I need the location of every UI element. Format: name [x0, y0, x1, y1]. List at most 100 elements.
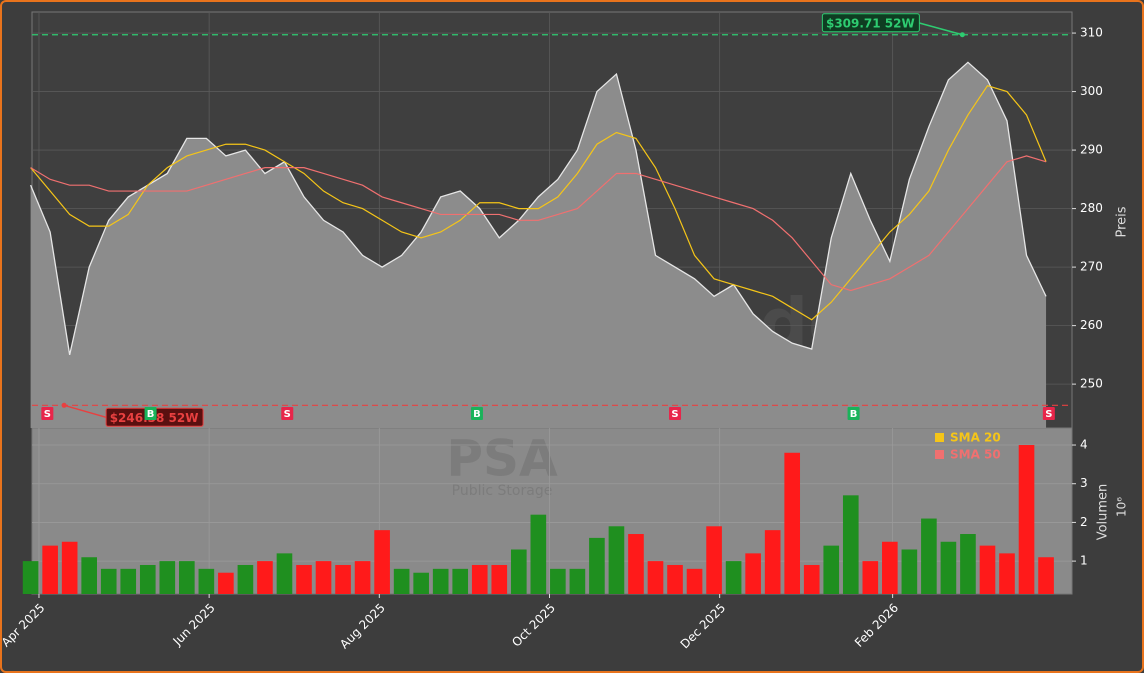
- volume-bar: [550, 568, 566, 594]
- volume-bar: [257, 561, 273, 594]
- y-tick-label: 290: [1080, 143, 1103, 157]
- volume-bar: [530, 514, 547, 594]
- volume-bar: [764, 530, 781, 594]
- signal-label: S: [671, 409, 678, 420]
- signal-label: B: [473, 409, 481, 420]
- volume-bar: [296, 564, 312, 594]
- volume-bar: [862, 561, 879, 594]
- y-tick-label: 270: [1080, 260, 1103, 274]
- y-tick-label: 260: [1080, 318, 1103, 332]
- legend-label: SMA 50: [950, 448, 1001, 462]
- price-area: [30, 62, 1047, 428]
- volume-bar: [647, 561, 664, 594]
- volume-bar: [452, 568, 469, 594]
- volume-bar: [335, 564, 351, 594]
- volume-bar: [491, 564, 508, 594]
- volume-bar: [159, 561, 176, 594]
- signal-marker: [669, 407, 682, 420]
- x-tick-label: Dec 2025: [678, 601, 729, 652]
- volume-bar: [901, 549, 918, 594]
- volume-bar: [432, 568, 449, 594]
- signal-marker: [144, 407, 157, 420]
- volume-bar: [1038, 557, 1054, 594]
- 52w-arrow: [63, 404, 107, 419]
- volume-bar: [120, 568, 137, 594]
- 52w-label-box: [821, 13, 920, 33]
- volume-bar: [61, 541, 78, 594]
- volume-bar: [979, 545, 996, 594]
- y2-tick-label: 3: [1080, 476, 1088, 490]
- volume-bar: [276, 553, 293, 594]
- legend-label: SMA 20: [950, 431, 1001, 445]
- sma-line: [30, 85, 1047, 321]
- volume-bar: [218, 572, 234, 594]
- volume-bar: [139, 564, 156, 594]
- volume-bar: [42, 545, 58, 594]
- volume-bar: [608, 526, 625, 594]
- watermark-name: Public Storage: [452, 483, 553, 499]
- x-tick-label: Oct 2025: [509, 601, 558, 650]
- volume-bar: [393, 568, 410, 594]
- signal-label: S: [1045, 409, 1052, 420]
- signal-marker: [470, 407, 483, 420]
- x-tick-label: Apr 2025: [0, 601, 48, 650]
- volume-bar: [1018, 445, 1035, 594]
- y2-axis-unit: 10⁶: [1115, 497, 1129, 517]
- y-tick-label: 300: [1080, 84, 1103, 98]
- volume-bar: [81, 557, 97, 594]
- volume-bar: [842, 495, 859, 594]
- volume-bar: [999, 553, 1015, 594]
- watermark-ticker: PSA: [446, 430, 558, 488]
- 52w-label: $309.71 52W: [826, 16, 915, 30]
- volume-bar: [22, 561, 39, 594]
- legend-swatch: [935, 450, 944, 459]
- signal-label: B: [147, 409, 155, 420]
- x-tick-label: Feb 2026: [852, 601, 901, 650]
- x-tick-label: Jun 2025: [170, 601, 218, 649]
- sma-line: [30, 155, 1047, 292]
- y2-tick-label: 1: [1080, 554, 1088, 568]
- volume-bar: [667, 564, 683, 594]
- volume-bar: [471, 564, 488, 594]
- volume-bar: [237, 564, 254, 594]
- volume-bar: [100, 568, 117, 594]
- volume-bar: [803, 564, 820, 594]
- volume-bar: [960, 534, 976, 594]
- volume-bar: [413, 572, 429, 594]
- volume-bar: [745, 553, 761, 594]
- volume-bar: [921, 518, 937, 594]
- volume-bar: [628, 534, 644, 594]
- y-tick-label: 310: [1080, 26, 1103, 40]
- volume-bar: [354, 561, 371, 594]
- volume-bar: [882, 541, 898, 594]
- 52w-arrow: [918, 22, 963, 36]
- 52w-point: [959, 32, 965, 38]
- signal-marker: [281, 407, 294, 420]
- volume-bar: [940, 541, 957, 594]
- volume-bar: [686, 568, 703, 594]
- x-tick-label: Aug 2025: [337, 601, 388, 652]
- signal-marker: [41, 407, 54, 420]
- price-line: [30, 61, 1047, 356]
- signal-marker: [1042, 407, 1055, 420]
- volume-bar: [725, 561, 742, 594]
- volume-bar: [179, 561, 195, 594]
- volume-bar: [589, 537, 605, 594]
- volume-bar: [569, 568, 586, 594]
- y-tick-label: 280: [1080, 201, 1103, 215]
- y2-axis-label: Volumen: [1096, 484, 1111, 541]
- signal-label: S: [284, 409, 291, 420]
- volume-bar: [784, 452, 801, 594]
- volume-bar: [198, 568, 215, 594]
- volume-bar: [823, 545, 840, 594]
- 52w-point: [61, 402, 67, 408]
- legend-swatch: [935, 433, 944, 442]
- volume-bar: [374, 530, 390, 594]
- signal-marker: [847, 407, 860, 420]
- volume-bar: [706, 526, 722, 594]
- y2-tick-label: 2: [1080, 515, 1088, 529]
- y-tick-label: 250: [1080, 377, 1103, 391]
- signal-label: B: [850, 409, 858, 420]
- volume-bar: [315, 561, 332, 594]
